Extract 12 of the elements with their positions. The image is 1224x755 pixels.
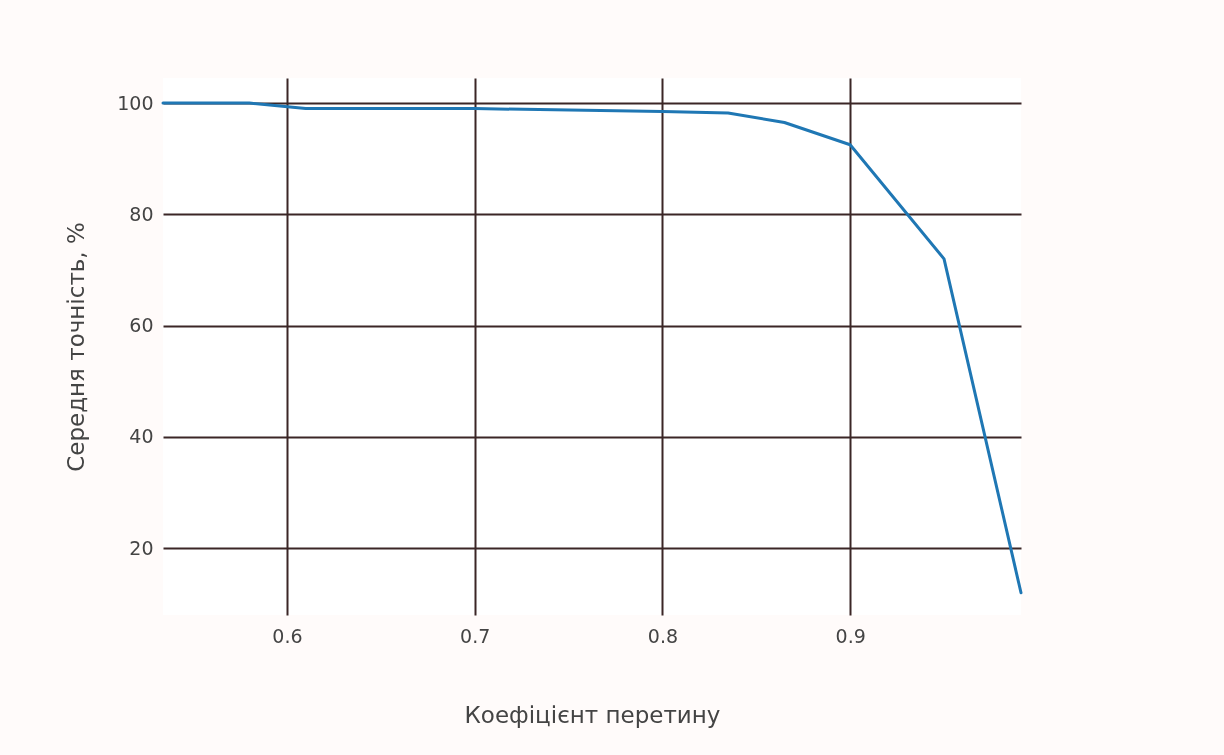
x-tick-label: 0.8	[647, 624, 679, 647]
y-tick-label: 40	[129, 425, 154, 448]
y-tick-label: 80	[129, 202, 154, 225]
x-tick-label: 0.9	[835, 624, 866, 647]
y-axis-title: Середня точність, %	[63, 222, 90, 472]
x-tick-label: 0.6	[272, 624, 303, 647]
x-axis-title: Коефіцієнт перетину	[464, 701, 721, 728]
y-tick-label: 20	[129, 536, 154, 559]
y-tick-label: 60	[129, 314, 154, 337]
x-tick-label: 0.7	[460, 624, 491, 647]
line-series	[161, 101, 1023, 595]
y-tick-label: 100	[117, 91, 154, 114]
